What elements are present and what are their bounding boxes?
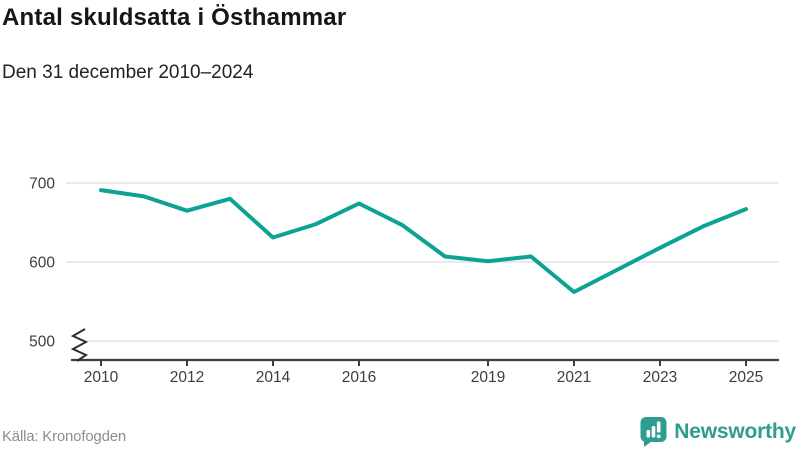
- brand-name: Newsworthy: [674, 420, 796, 443]
- data-line: [99, 188, 748, 294]
- x-tick-label: 2014: [256, 369, 291, 386]
- x-tick-label: 2021: [557, 369, 591, 386]
- y-tick-label: 500: [29, 334, 55, 351]
- x-tick-label: 2010: [84, 369, 119, 386]
- x-tick-label: 2016: [342, 369, 376, 386]
- y-tick-label: 600: [29, 255, 55, 272]
- axis-break-icon: [70, 328, 89, 362]
- brand-logo: Newsworthy: [640, 416, 796, 448]
- newsworthy-icon: [640, 417, 667, 447]
- chart-subtitle: Den 31 december 2010–2024: [2, 62, 254, 83]
- chart-title: Antal skuldsatta i Östhammar: [2, 4, 347, 31]
- x-tick-label: 2023: [643, 369, 677, 386]
- x-tick-label: 2025: [729, 369, 763, 386]
- x-tick-label: 2012: [170, 369, 204, 386]
- source-label: Källa: Kronofogden: [2, 428, 126, 445]
- x-tick-label: 2019: [471, 369, 505, 386]
- y-tick-label: 700: [29, 176, 55, 193]
